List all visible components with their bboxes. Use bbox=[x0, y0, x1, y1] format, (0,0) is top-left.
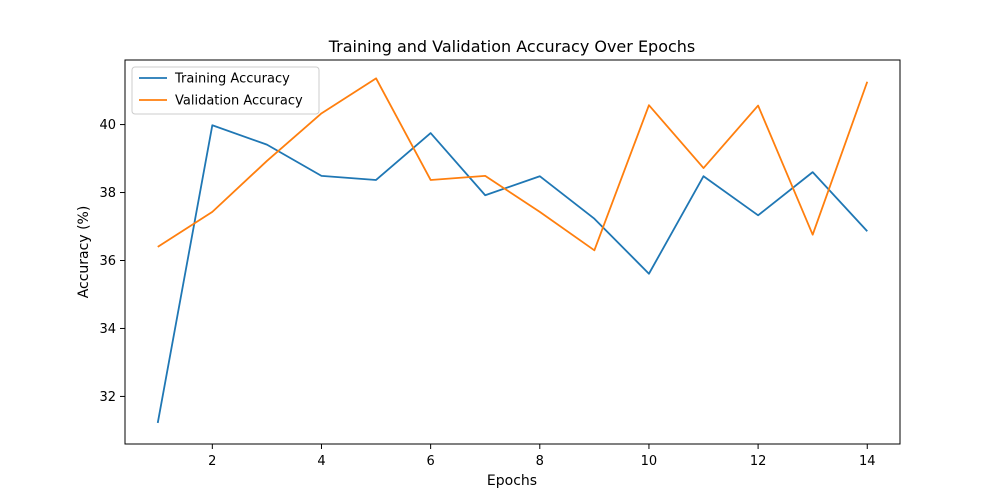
x-tick-label: 14 bbox=[859, 454, 876, 469]
y-axis-ticks: 32 34 36 38 40 bbox=[99, 118, 125, 405]
y-tick-label: 34 bbox=[99, 322, 116, 337]
x-tick-label: 6 bbox=[426, 454, 434, 469]
x-axis-label: Epochs bbox=[487, 473, 537, 489]
legend-label-validation-accuracy: Validation Accuracy bbox=[175, 94, 303, 109]
y-axis-label: Accuracy (%) bbox=[76, 206, 92, 299]
plot-area-frame bbox=[124, 59, 901, 445]
x-tick-label: 10 bbox=[641, 454, 658, 469]
series-line-validation-accuracy bbox=[157, 77, 869, 252]
y-tick-label: 38 bbox=[99, 186, 116, 201]
legend: Training Accuracy Validation Accuracy bbox=[131, 66, 320, 115]
x-tick-label: 8 bbox=[536, 454, 544, 469]
legend-box bbox=[131, 66, 320, 115]
y-tick-label: 32 bbox=[99, 390, 116, 405]
x-tick-label: 4 bbox=[317, 454, 325, 469]
series-line-training-accuracy bbox=[156, 124, 868, 424]
x-axis-ticks: 2 4 6 8 10 12 14 bbox=[208, 444, 876, 469]
chart-title: Training and Validation Accuracy Over Ep… bbox=[328, 37, 696, 56]
y-tick-label: 40 bbox=[99, 118, 116, 133]
y-tick-label: 36 bbox=[99, 254, 116, 269]
plot-series-group bbox=[156, 77, 869, 424]
x-tick-label: 12 bbox=[750, 454, 767, 469]
legend-label-training-accuracy: Training Accuracy bbox=[174, 72, 290, 87]
x-tick-label: 2 bbox=[208, 454, 216, 469]
